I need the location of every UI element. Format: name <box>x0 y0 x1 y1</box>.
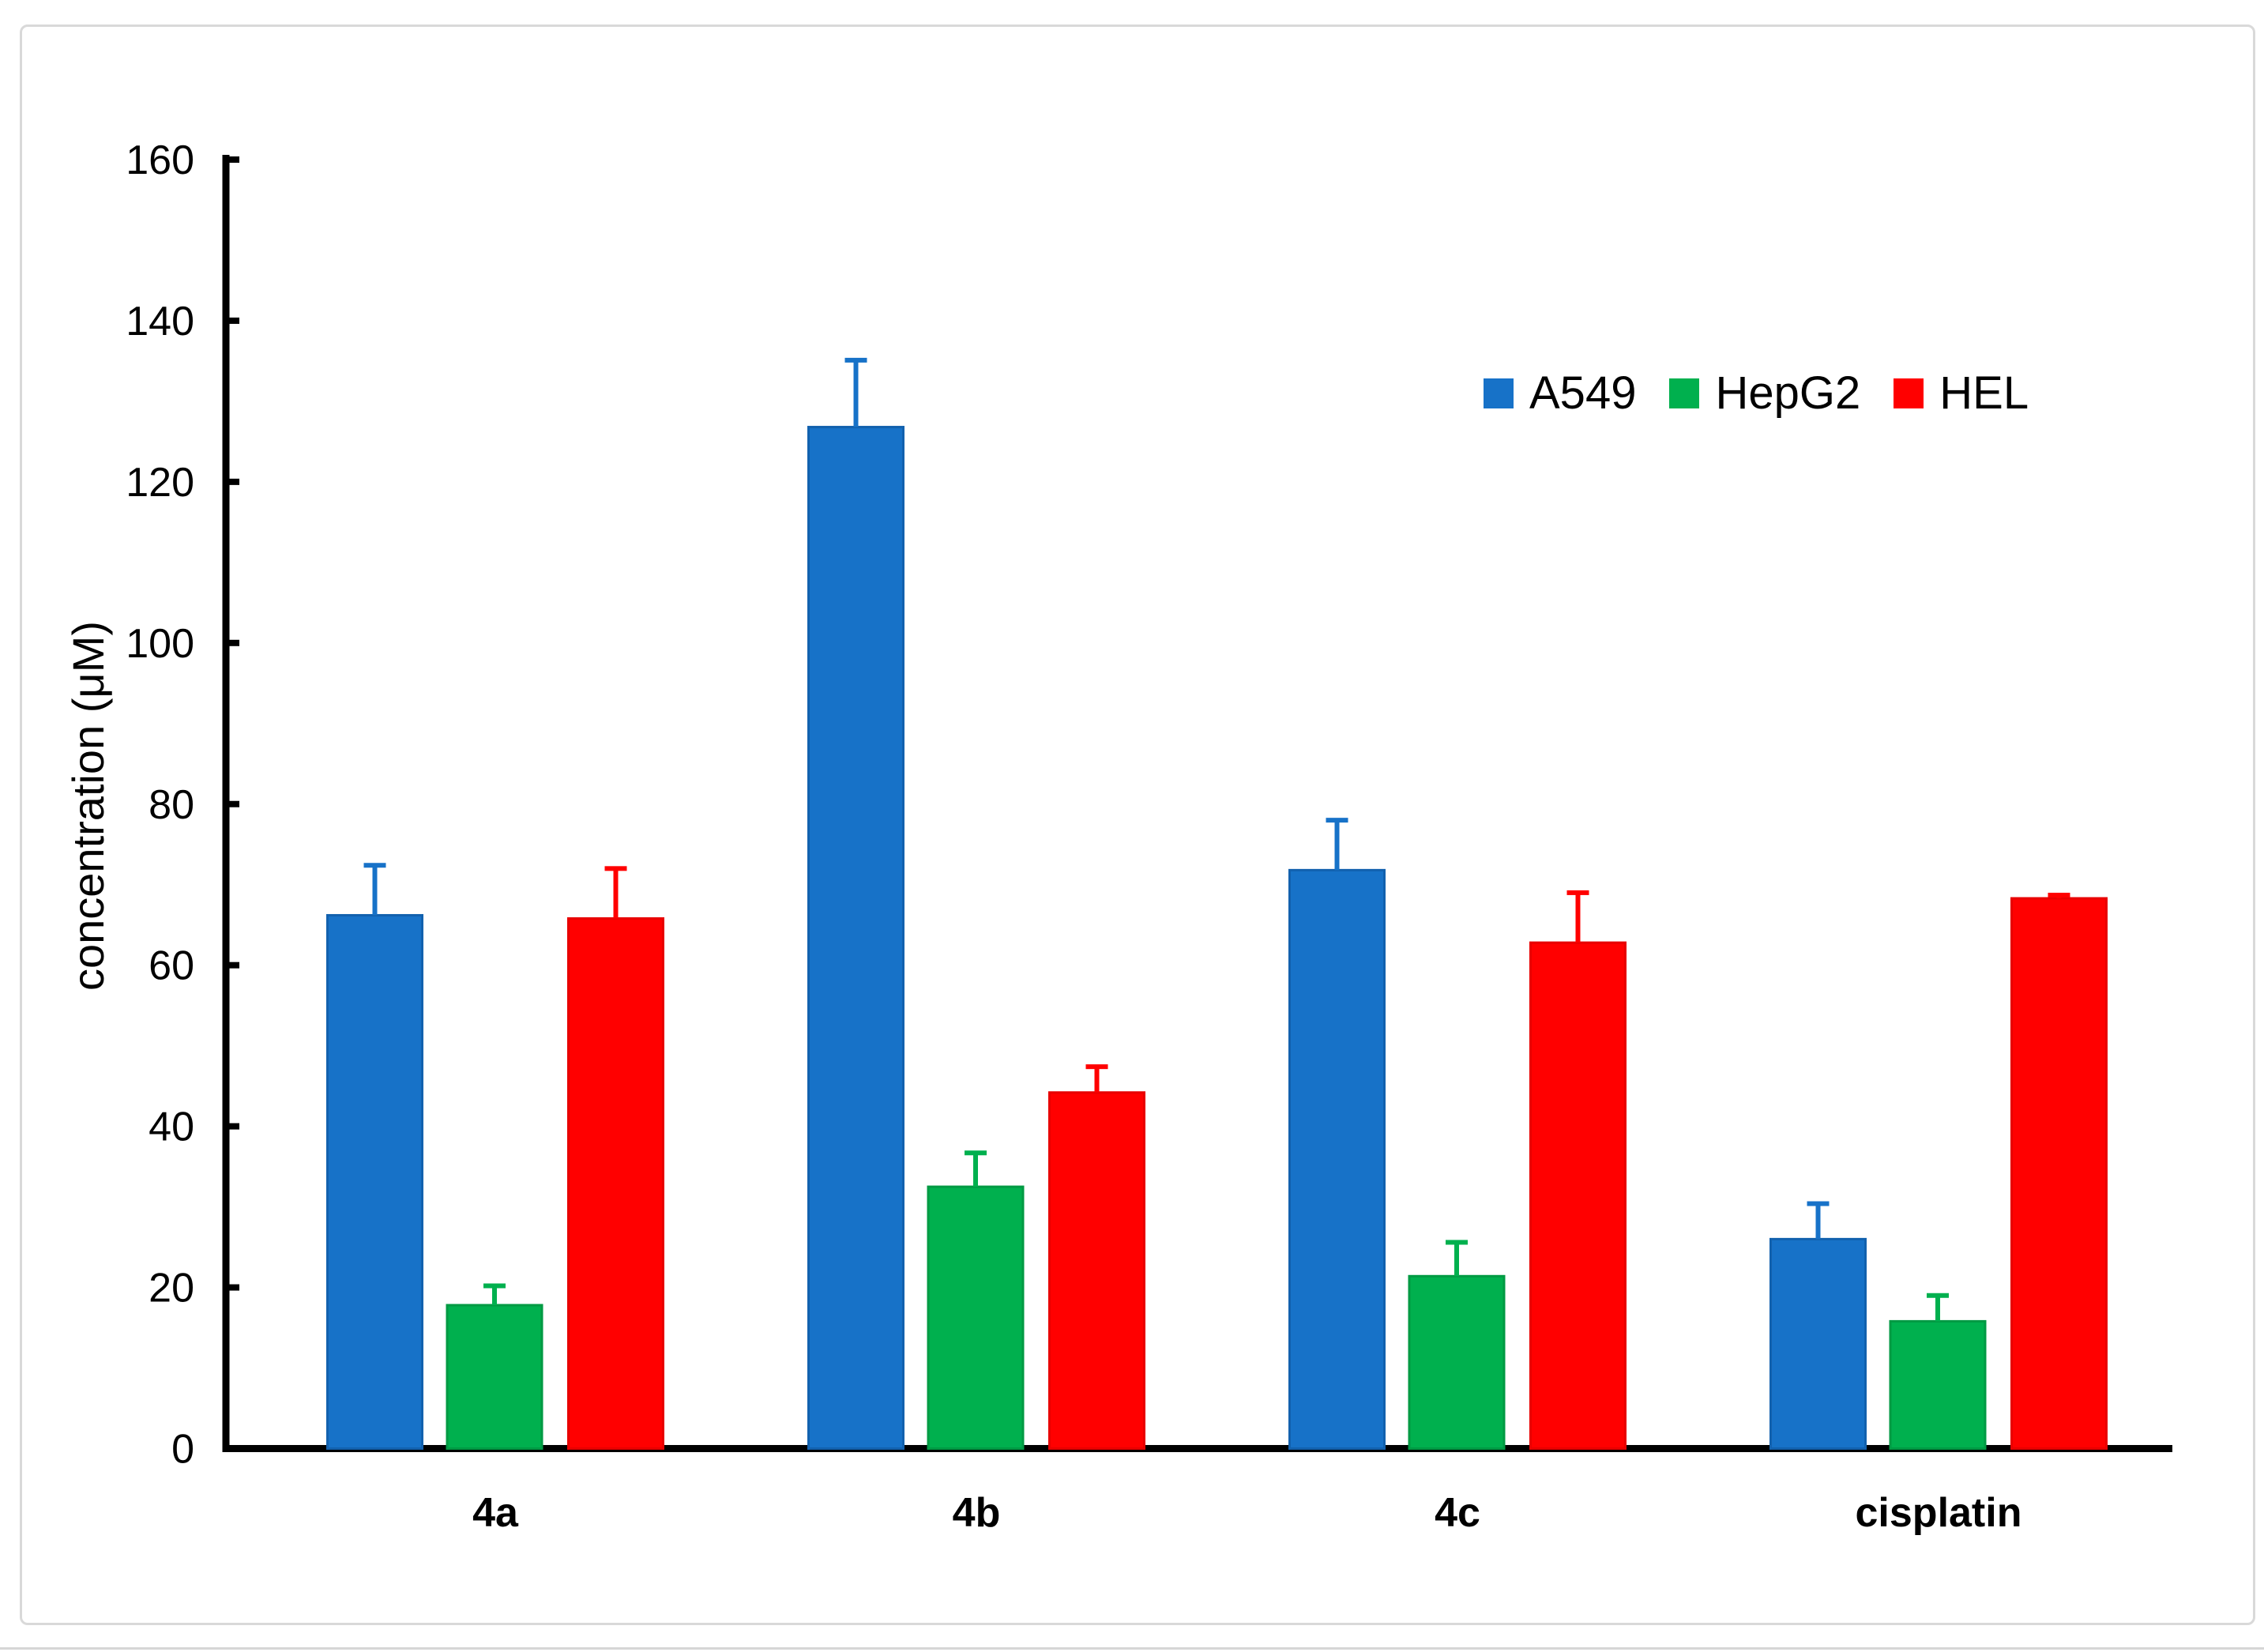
bar-4c-hepg2 <box>1408 1274 1506 1450</box>
legend-item-hepg2: HepG2 <box>1669 367 1860 420</box>
error-bar-cap <box>1807 1201 1830 1206</box>
legend-label-hel: HEL <box>1939 367 2029 419</box>
error-bar-cap <box>1085 1064 1108 1070</box>
bar-4a-a549 <box>326 913 423 1451</box>
error-bar-stem <box>1575 892 1581 943</box>
y-tick <box>226 1123 239 1130</box>
error-bar-cap <box>965 1150 987 1156</box>
category-label-cisplatin: cisplatin <box>1856 1490 2022 1536</box>
legend-item-hel: HEL <box>1894 367 2029 420</box>
y-axis-title: concentration (μM) <box>63 621 113 991</box>
bar-4b-hepg2 <box>927 1185 1025 1450</box>
legend-swatch-hel <box>1894 378 1924 408</box>
legend-label-hepg2: HepG2 <box>1715 367 1861 419</box>
y-tick <box>226 639 239 646</box>
error-bar-cap <box>1566 890 1589 895</box>
error-bar-cap <box>2048 892 2070 897</box>
y-tick <box>226 156 239 163</box>
error-bar-stem <box>613 868 619 919</box>
error-bar-stem <box>372 865 378 916</box>
y-tick-label: 140 <box>126 299 194 344</box>
error-bar-cap <box>1446 1240 1468 1245</box>
error-bar-cap <box>604 866 627 871</box>
error-bar-stem <box>973 1153 978 1187</box>
bar-4c-a549 <box>1288 868 1386 1450</box>
error-bar-stem <box>1815 1203 1821 1240</box>
y-tick <box>226 317 239 324</box>
legend-label-a549: A549 <box>1529 367 1637 419</box>
error-bar-stem <box>492 1285 497 1305</box>
y-tick-label: 100 <box>126 621 194 667</box>
y-tick <box>226 800 239 807</box>
error-bar-cap <box>1927 1293 1949 1298</box>
y-tick-label: 80 <box>149 782 194 828</box>
y-tick-label: 0 <box>171 1427 194 1473</box>
error-bar-cap <box>363 863 386 868</box>
page-edge-line <box>0 1647 2264 1650</box>
error-bar-stem <box>853 359 859 427</box>
bar-cisplatin-hel <box>2010 897 2108 1450</box>
y-tick <box>226 1284 239 1291</box>
bar-cisplatin-a549 <box>1769 1237 1867 1450</box>
y-tick-label: 120 <box>126 460 194 506</box>
legend-swatch-hepg2 <box>1669 378 1700 408</box>
y-tick <box>226 961 239 969</box>
category-label-4a: 4a <box>472 1490 519 1536</box>
y-tick-label: 20 <box>149 1266 194 1311</box>
x-axis-line <box>223 1445 2172 1452</box>
bar-4b-hel <box>1048 1091 1145 1450</box>
y-axis-line <box>222 155 230 1452</box>
error-bar-stem <box>1935 1295 1940 1322</box>
error-bar-stem <box>1094 1067 1100 1093</box>
y-tick <box>226 478 239 485</box>
error-bar-cap <box>483 1283 506 1289</box>
bar-4a-hepg2 <box>446 1304 543 1450</box>
error-bar-stem <box>1334 820 1340 871</box>
legend-swatch-a549 <box>1484 378 1514 408</box>
bar-4c-hel <box>1529 941 1627 1450</box>
y-tick-label: 40 <box>149 1104 194 1150</box>
legend: A549 HepG2 HEL <box>1484 367 2029 420</box>
category-label-4c: 4c <box>1435 1490 1480 1536</box>
error-bar-cap <box>844 357 867 363</box>
y-tick-label: 160 <box>126 137 194 183</box>
error-bar-cap <box>1326 818 1348 823</box>
y-tick-label: 60 <box>149 943 194 989</box>
error-bar-stem <box>1454 1242 1459 1277</box>
category-label-4b: 4b <box>953 1490 1001 1536</box>
bar-cisplatin-hepg2 <box>1889 1319 1987 1451</box>
legend-item-a549: A549 <box>1484 367 1636 420</box>
bar-4a-hel <box>567 917 664 1450</box>
bar-4b-a549 <box>807 426 904 1450</box>
